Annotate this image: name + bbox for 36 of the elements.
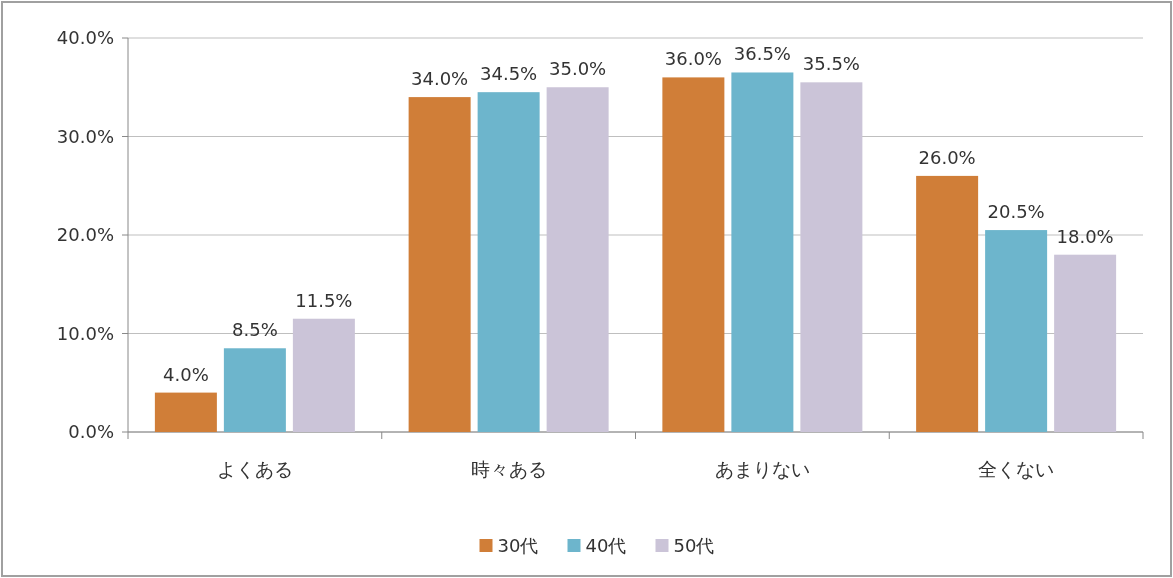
- data-label: 8.5%: [232, 319, 278, 341]
- x-tick-label: 時々ある: [470, 458, 547, 480]
- bar: [154, 392, 217, 432]
- x-tick-label: あまりない: [714, 458, 810, 480]
- y-tick-label: 30.0%: [56, 125, 114, 147]
- data-label: 18.0%: [1056, 225, 1114, 247]
- data-label: 20.5%: [987, 201, 1045, 223]
- bar: [800, 82, 863, 432]
- data-label: 35.0%: [549, 58, 607, 80]
- x-tick-label: よくある: [216, 458, 293, 480]
- data-label: 11.5%: [295, 289, 353, 311]
- legend-label: 50代: [673, 535, 715, 556]
- y-tick-label: 20.0%: [56, 224, 114, 245]
- bar: [477, 92, 540, 432]
- data-label: 35.5%: [802, 53, 860, 75]
- y-tick-label: 10.0%: [56, 322, 114, 344]
- data-label: 34.0%: [411, 68, 469, 90]
- bar: [223, 348, 286, 432]
- data-label: 34.5%: [480, 63, 538, 85]
- bar: [408, 97, 471, 432]
- data-label: 36.0%: [664, 48, 722, 70]
- bar: [1054, 254, 1117, 432]
- y-tick-label: 40.0%: [56, 27, 114, 48]
- data-label: 26.0%: [918, 146, 976, 168]
- bar: [916, 175, 979, 432]
- bar: [546, 87, 609, 432]
- bar: [985, 230, 1048, 432]
- data-label: 36.5%: [733, 43, 791, 65]
- x-tick-label: 全くない: [978, 458, 1055, 480]
- data-label: 4.0%: [163, 363, 209, 385]
- bar: [731, 72, 794, 432]
- legend-label: 40代: [585, 535, 627, 556]
- bar: [292, 318, 355, 432]
- bar: [662, 77, 725, 432]
- legend-label: 30代: [497, 535, 539, 556]
- y-tick-label: 0.0%: [68, 421, 114, 442]
